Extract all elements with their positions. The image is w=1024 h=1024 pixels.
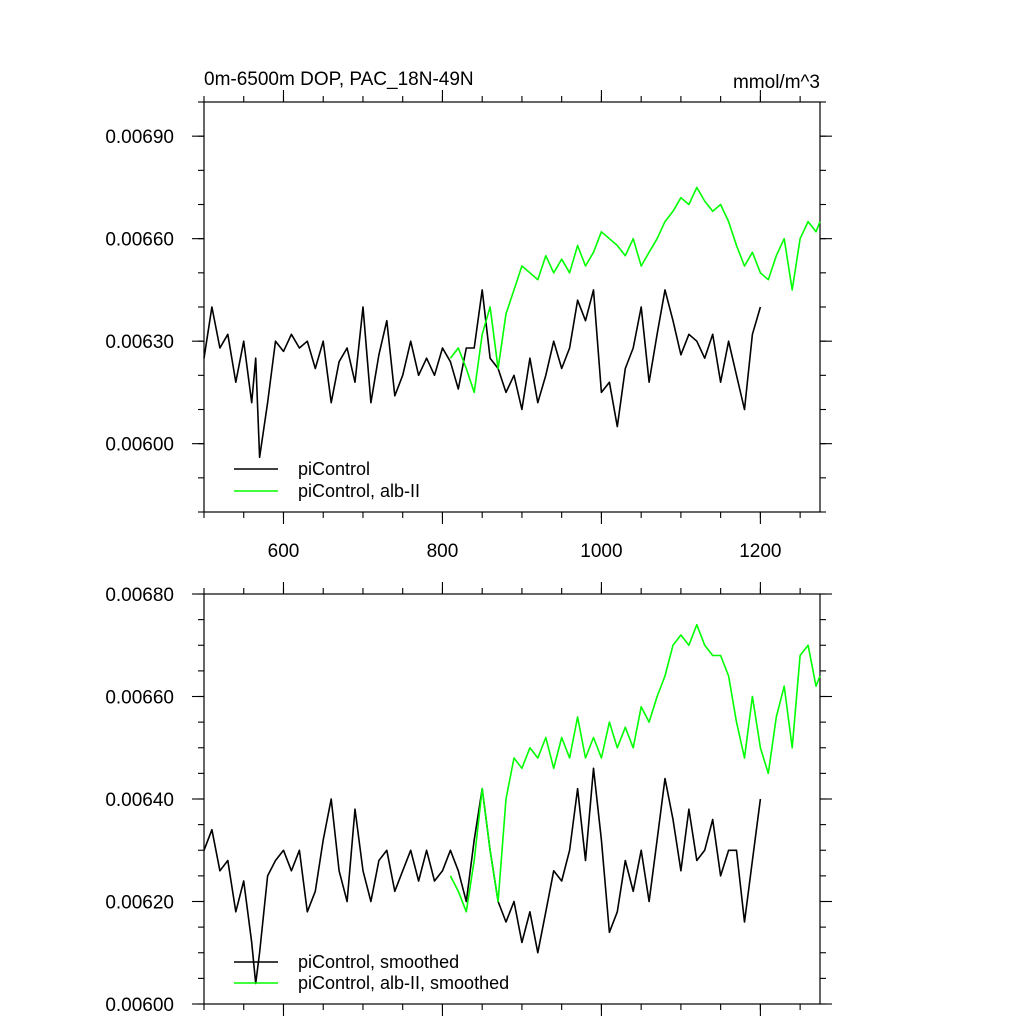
y-tick-label: 0.00680 <box>105 585 174 606</box>
legend-top: piControl piControl, alb-II <box>234 459 420 501</box>
x-tick-label: 1200 <box>739 541 781 562</box>
chart-title: 0m-6500m DOP, PAC_18N-49N <box>204 69 474 90</box>
units-label: mmol/m^3 <box>733 72 820 93</box>
series-lines-bottom <box>203 623 821 985</box>
axis-ticks-bottom: 0.00600 0.00620 0.00640 0.00660 0.00680 <box>105 582 832 1016</box>
panel-top: 0m-6500m DOP, PAC_18N-49N mmol/m^3 0.006… <box>105 69 832 562</box>
y-tick-label: 0.00630 <box>105 332 174 353</box>
plot-frame-bottom <box>203 593 821 1005</box>
y-tick-label: 0.00690 <box>105 127 174 148</box>
legend-label-picontrol: piControl <box>298 459 370 479</box>
legend-label-picontrol-smoothed: piControl, smoothed <box>298 952 459 972</box>
panel-bottom: 0.00600 0.00620 0.00640 0.00660 0.00680 piCo… <box>105 582 832 1016</box>
y-tick-label: 0.00640 <box>105 790 174 811</box>
x-tick-label: 600 <box>268 541 300 562</box>
legend-bottom: piControl, smoothed piControl, alb-II, s… <box>234 952 509 993</box>
legend-label-picontrol-alb-ii-smoothed: piControl, alb-II, smoothed <box>298 973 509 993</box>
series-line-picontrol-alb-ii-smoothed <box>449 623 821 913</box>
y-tick-label: 0.00660 <box>105 688 174 709</box>
legend-label-picontrol-alb-ii: piControl, alb-II <box>298 481 420 501</box>
axis-ticks-top: 0.00600 0.00630 0.00660 0.00690 600 800 1000 12… <box>105 90 832 562</box>
series-line-picontrol <box>203 289 762 459</box>
plot-frame-top <box>203 101 821 513</box>
y-tick-label: 0.00620 <box>105 893 174 914</box>
y-tick-label: 0.00600 <box>105 435 174 456</box>
y-tick-label: 0.00660 <box>105 230 174 251</box>
series-line-picontrol-smoothed <box>203 767 762 985</box>
y-tick-label: 0.00600 <box>105 995 174 1016</box>
series-line-picontrol-alb-ii <box>449 186 821 394</box>
series-lines-top <box>203 186 821 459</box>
x-tick-label: 800 <box>427 541 459 562</box>
x-tick-label: 1000 <box>580 541 622 562</box>
